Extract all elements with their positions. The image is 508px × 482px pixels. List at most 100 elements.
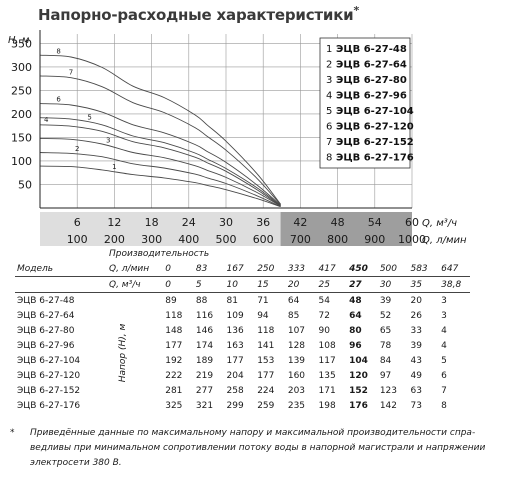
- head-value-cell: 71: [257, 295, 269, 306]
- footnote-line-2: ведливы при минимальном сопротивлении по…: [30, 443, 486, 453]
- head-value-cell: 107: [287, 325, 306, 336]
- head-value-cell: 96: [349, 340, 362, 351]
- table-row: ЭЦВ 6-27-104 192 189 177 153 139 117 104 84 43 5: [15, 353, 470, 368]
- x-tick-label-m3h: 12: [107, 216, 121, 229]
- legend-item-number: 8: [326, 153, 332, 164]
- head-value-cell: 198: [318, 400, 336, 411]
- head-value-cell: 26: [410, 310, 422, 321]
- head-value-cell: 171: [318, 385, 336, 396]
- y-tick-label: 50: [18, 178, 32, 191]
- x-tick-label-lmin: 200: [104, 233, 125, 246]
- table-row: ЭЦВ 6-27-64 118 116 109 94 85 72 64 52 26 3: [15, 308, 470, 323]
- head-value-cell: 8: [441, 400, 447, 411]
- head-value-cell: 81: [226, 295, 238, 306]
- head-value-cell: 219: [195, 370, 214, 381]
- y-tick-label: 100: [11, 155, 32, 168]
- head-value-cell: 177: [165, 340, 183, 351]
- x-tick-label-m3h: 48: [331, 216, 345, 229]
- head-value-cell: 148: [165, 325, 183, 336]
- legend-item-label: ЭЦВ 6-27-120: [336, 122, 414, 133]
- head-value-cell: 192: [165, 355, 183, 366]
- footnote: * Приведённые данные по максимальному нап…: [10, 426, 490, 471]
- head-value-cell: 5: [441, 355, 447, 366]
- x-tick-label-m3h: 6: [74, 216, 81, 229]
- head-value-cell: 135: [318, 370, 336, 381]
- head-value-cell: 177: [257, 370, 275, 381]
- model-cell: ЭЦВ 6-27-176: [17, 400, 81, 411]
- head-value-cell: 85: [287, 310, 300, 321]
- curve-label-8: 8: [56, 47, 60, 55]
- x-tick-label-m3h: 18: [145, 216, 159, 229]
- curve-label-7: 7: [69, 69, 73, 77]
- x-tick-label-lmin: 100: [67, 233, 88, 246]
- head-value-cell: 116: [195, 310, 214, 321]
- x-tick-label-lmin: 900: [364, 233, 385, 246]
- curve-7: [39, 75, 281, 206]
- head-value-cell: 20: [410, 295, 422, 306]
- curve-4: [39, 124, 281, 207]
- chart-legend: 1 ЭЦВ 6-27-48 2 ЭЦВ 6-27-64 3 ЭЦВ 6-27-80 4 ЭЦВ…: [319, 37, 414, 169]
- curve-6: [39, 103, 281, 206]
- table-row: ЭЦВ 6-27-120 222 219 204 177 160 135 120 97 49 6: [15, 368, 470, 383]
- head-value-cell: 325: [165, 400, 183, 411]
- chart-curves: 1 2 3 4 5 6 7 8: [39, 47, 281, 208]
- table-header-lmin: Модель Q, л/мин 0 83 167 250 333 417 450 500 583…: [15, 261, 470, 277]
- lmin-cell: 500: [377, 261, 409, 277]
- head-value-cell: 104: [349, 355, 368, 366]
- table-header-m3h: Q, м³/ч 0 5 10 15 20 25 27 30 35 38,8: [15, 276, 470, 293]
- m3h-cell: 20: [285, 276, 317, 293]
- head-value-cell: 43: [410, 355, 422, 366]
- legend-item-number: 1: [326, 44, 332, 55]
- m3h-cell: 10: [224, 276, 256, 293]
- x-tick-label-m3h: 42: [293, 216, 307, 229]
- curve-1: [39, 165, 281, 208]
- head-value-cell: 118: [257, 325, 275, 336]
- head-value-cell: 174: [195, 340, 214, 351]
- x-axis-band-dark: [280, 212, 412, 246]
- head-value-cell: 90: [318, 325, 330, 336]
- m3h-cell: 15: [255, 276, 286, 293]
- legend-item-label: ЭЦВ 6-27-152: [336, 137, 414, 148]
- head-value-cell: 64: [349, 310, 362, 321]
- head-value-cell: 277: [195, 385, 214, 396]
- legend-item-number: 2: [326, 60, 332, 71]
- head-value-cell: 123: [379, 385, 397, 396]
- head-value-cell: 109: [226, 310, 244, 321]
- model-cell: ЭЦВ 6-27-152: [17, 385, 81, 396]
- legend-item-number: 7: [326, 137, 332, 148]
- head-value-cell: 222: [165, 370, 183, 381]
- y-tick-label: 150: [11, 131, 32, 144]
- model-cell: ЭЦВ 6-27-80: [17, 325, 75, 336]
- title-text: Напорно-расходные характеристики: [38, 6, 354, 24]
- curve-2: [39, 152, 281, 208]
- legend-item-label: ЭЦВ 6-27-176: [336, 153, 414, 164]
- legend-item-number: 3: [326, 75, 332, 86]
- m3h-cell: 5: [193, 276, 225, 293]
- title-footnote-mark: *: [353, 4, 360, 17]
- model-cell: ЭЦВ 6-27-96: [17, 340, 75, 351]
- lmin-cell: 450: [347, 261, 378, 277]
- head-value-cell: 117: [318, 355, 336, 366]
- head-value-cell: 259: [257, 400, 275, 411]
- x-tick-label-lmin: 700: [290, 233, 311, 246]
- lmin-cell: 647: [439, 261, 470, 277]
- model-cell: ЭЦВ 6-27-104: [17, 355, 81, 366]
- y-tick-label: 300: [11, 61, 32, 74]
- y-tick-label: 250: [11, 84, 32, 97]
- curve-label-1: 1: [112, 163, 116, 171]
- head-value-cell: 39: [410, 340, 422, 351]
- x-axis-label-m3h: Q, м³/ч: [422, 218, 457, 229]
- m3h-cell: 35: [408, 276, 440, 293]
- x-tick-label-lmin: 300: [141, 233, 162, 246]
- head-value-cell: 33: [410, 325, 422, 336]
- curve-3: [39, 137, 281, 207]
- lmin-cell: 583: [408, 261, 440, 277]
- head-value-cell: 48: [349, 295, 362, 306]
- legend-item-number: 6: [326, 122, 332, 133]
- model-cell: ЭЦВ 6-27-120: [17, 370, 81, 381]
- footnote-line-1: Приведённые данные по максимальному напо…: [30, 428, 476, 438]
- head-value-cell: 128: [287, 340, 306, 351]
- head-value-cell: 321: [195, 400, 214, 411]
- head-value-cell: 73: [410, 400, 422, 411]
